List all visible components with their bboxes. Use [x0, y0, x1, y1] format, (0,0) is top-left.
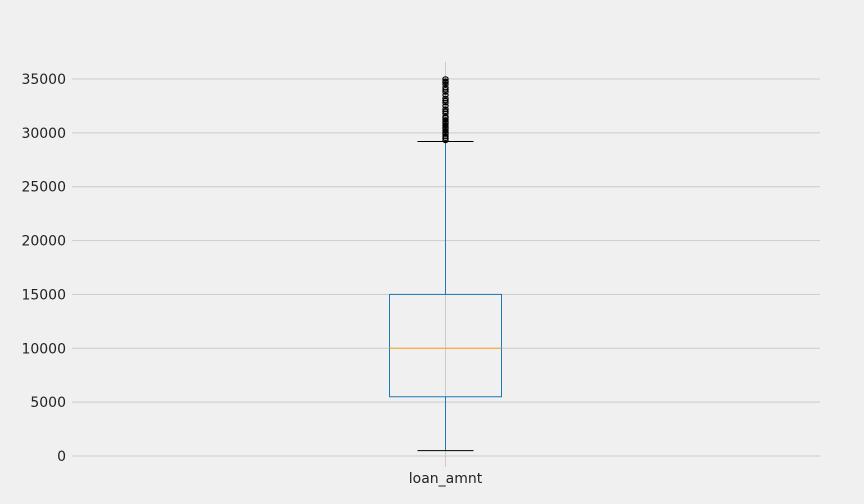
y-tick-label: 30000	[21, 126, 66, 142]
outlier-point	[442, 97, 449, 104]
y-tick-label: 20000	[21, 234, 66, 250]
outlier-point	[442, 117, 449, 123]
y-tick-label: 10000	[21, 341, 66, 357]
y-tick-label: 25000	[21, 180, 66, 196]
outlier-point	[442, 81, 449, 88]
boxes	[389, 76, 502, 452]
y-tick-label: 15000	[21, 287, 66, 303]
outlier-point	[442, 76, 449, 82]
y-tick-label: 5000	[30, 395, 66, 411]
outlier-point	[442, 127, 449, 134]
x-tick-label: loan_amnt	[409, 471, 483, 487]
outlier-point	[442, 86, 449, 93]
outlier-point	[442, 84, 449, 91]
outlier-point	[442, 78, 449, 84]
outlier-point	[442, 106, 449, 112]
outlier-point	[442, 95, 449, 102]
x-axis-ticks: loan_amnt	[409, 471, 483, 487]
outlier-point	[442, 122, 449, 129]
y-tick-label: 35000	[21, 72, 66, 88]
outlier-point	[442, 92, 449, 98]
y-axis-ticks: 0 5000 10000 15000 20000 25000 30000 35000	[21, 72, 66, 465]
outlier-point	[442, 103, 449, 109]
iqr-box	[389, 293, 502, 398]
outlier-point	[442, 113, 449, 120]
y-tick-label: 0	[57, 449, 66, 465]
outlier-point	[442, 133, 449, 139]
outlier-point	[442, 108, 449, 115]
